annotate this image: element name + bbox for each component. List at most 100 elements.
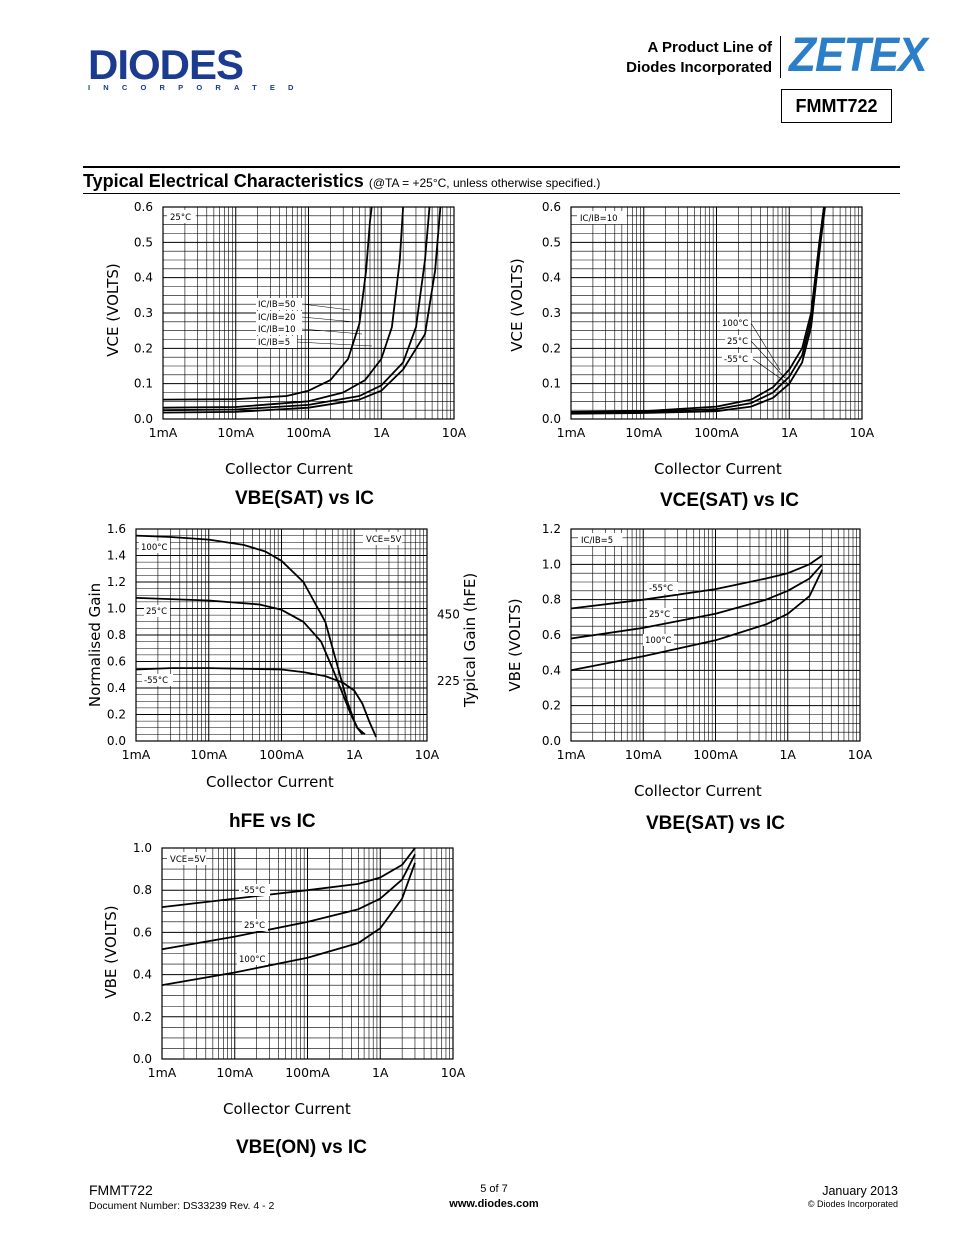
series-label: 100°C <box>239 955 265 965</box>
product-line-2: Diodes Incorporated <box>626 59 772 76</box>
series-label: 25°C <box>649 610 670 620</box>
x-tick-label: 1mA <box>557 425 586 440</box>
plot-frame <box>162 206 455 420</box>
y-tick-label: 0.0 <box>107 734 126 748</box>
section-rule-top <box>83 166 900 168</box>
footer-page: 5 of 7 <box>480 1183 508 1195</box>
y-tick-label: 1.2 <box>107 575 126 589</box>
x-tick-label: 100mA <box>286 425 331 440</box>
x-tick-label: 10mA <box>625 747 662 762</box>
footer-doc-number: Document Number: DS33239 Rev. 4 - 2 <box>89 1200 275 1212</box>
y-tick-label: 0.8 <box>107 628 126 642</box>
series-line-2 <box>570 206 825 414</box>
chart3-title: hFE vs IC <box>229 811 316 832</box>
section-title-text: Typical Electrical Characteristics <box>83 171 364 191</box>
y-tick-label: 0.8 <box>542 593 561 607</box>
series-label: -55°C <box>724 355 748 365</box>
y-tick-label: 1.0 <box>107 602 126 616</box>
series-line-3 <box>162 206 431 412</box>
y-axis-label: VBE (VOLTS) <box>506 598 524 691</box>
series-label-leader <box>296 341 373 347</box>
series-label-bg <box>647 608 673 620</box>
chart2-title: VCE(SAT) vs IC <box>660 490 800 511</box>
chart1-title: VBE(SAT) vs IC <box>235 488 375 509</box>
series-label-bg <box>720 317 751 329</box>
diodes-logo: DIODES <box>88 41 244 88</box>
y-tick-label: 0.2 <box>542 699 561 713</box>
y-axis-label: VCE (VOLTS) <box>104 263 122 356</box>
y-tick-label: 0.6 <box>133 925 152 939</box>
x-tick-label: 100mA <box>259 747 304 762</box>
x-tick-label: 10A <box>415 747 440 762</box>
x-tick-label: 1A <box>781 425 798 440</box>
series-line-1 <box>162 206 373 401</box>
chart-3: 0.0 0.2 0.4 0.6 0.8 1.0 1.2 1.4 1.6 1mA 10mA 100mA 1… <box>86 522 479 762</box>
series-label-bg <box>647 582 678 594</box>
x-tick-label: 10mA <box>190 747 227 762</box>
y-tick-label: 1.2 <box>542 522 561 536</box>
series-line-2 <box>570 563 823 640</box>
annotation-bg <box>577 211 627 224</box>
y-tick-label: 0.6 <box>107 655 126 669</box>
y-tick-label: 0.8 <box>133 883 152 897</box>
y2-tick-label: 225 <box>437 674 460 688</box>
chart-5: 0.0 0.2 0.4 0.6 0.8 1.0 1mA 10mA 100mA 1A 10A VBE (… <box>102 841 466 1080</box>
y-tick-label: 0.0 <box>134 412 153 426</box>
y-tick-label: 0.2 <box>133 1010 152 1024</box>
x-tick-label: 100mA <box>693 747 738 762</box>
series-label-bg <box>242 919 268 931</box>
chart4-title: VBE(SAT) vs IC <box>646 813 786 834</box>
series-label: 25°C <box>727 337 748 347</box>
series-label-bg <box>256 311 302 323</box>
series-label-bg <box>256 336 297 348</box>
chart-4: 0.0 0.2 0.4 0.6 0.8 1.0 1.2 1mA 10mA 100mA 1A 10A VB… <box>506 522 873 762</box>
annotation-bg <box>363 532 403 545</box>
zetex-logo: ZETEX <box>789 29 928 82</box>
footer-website[interactable]: www.diodes.com <box>449 1198 539 1210</box>
series-line-4 <box>162 206 442 414</box>
series-label-bg <box>256 323 302 335</box>
x-tick-label: 1mA <box>148 1065 177 1080</box>
chart-1: 0.0 0.1 0.2 0.3 0.4 0.5 0.6 1mA 10mA 100mA 1A 10A VC… <box>104 200 467 440</box>
y-tick-label: 0.2 <box>542 341 561 355</box>
footer-copyright: © Diodes Incorporated <box>807 1199 898 1209</box>
chart3-xlabel: Collector Current <box>206 773 334 791</box>
y-tick-label: 0.6 <box>542 628 561 642</box>
series-label-leader <box>750 340 786 379</box>
series-label-bg <box>142 674 173 686</box>
annotation-bg <box>578 533 623 546</box>
y-tick-label: 1.4 <box>107 549 126 563</box>
chart5-xlabel: Collector Current <box>223 1100 351 1118</box>
series-line-2 <box>135 597 366 736</box>
series-label-bg <box>237 953 268 965</box>
series-label: IC/IB=20 <box>258 313 296 323</box>
chart-annotation: IC/IB=5 <box>581 536 613 546</box>
series-label-bg <box>144 605 170 617</box>
series-line-1 <box>161 847 416 908</box>
series-line-3 <box>570 206 826 415</box>
y-tick-label: 0.5 <box>134 235 153 249</box>
y-tick-label: 0.4 <box>133 968 152 982</box>
header-divider <box>780 36 781 78</box>
series-label-leader <box>752 358 791 386</box>
series-line-3 <box>161 862 416 986</box>
chart2-xlabel: Collector Current <box>654 460 782 478</box>
y-tick-label: 0.2 <box>134 341 153 355</box>
plot-frame <box>570 528 861 742</box>
chart-annotation: VCE=5V <box>366 535 402 545</box>
footer-date: January 2013 <box>822 1184 898 1198</box>
x-tick-label: 1mA <box>149 425 178 440</box>
chart-annotation: VCE=5V <box>170 855 206 865</box>
plot-frame <box>161 847 454 1060</box>
annotation-bg <box>167 852 207 865</box>
series-label-bg <box>722 353 753 365</box>
y-tick-label: 1.0 <box>133 841 152 855</box>
y-tick-label: 0.2 <box>107 708 126 722</box>
series-label-bg <box>239 884 270 896</box>
series-label-leader <box>750 322 781 371</box>
plot-frame <box>570 206 863 420</box>
series-label: 100°C <box>645 636 671 646</box>
y-tick-label: 0.4 <box>134 271 153 285</box>
product-line-1: A Product Line of <box>647 39 772 56</box>
